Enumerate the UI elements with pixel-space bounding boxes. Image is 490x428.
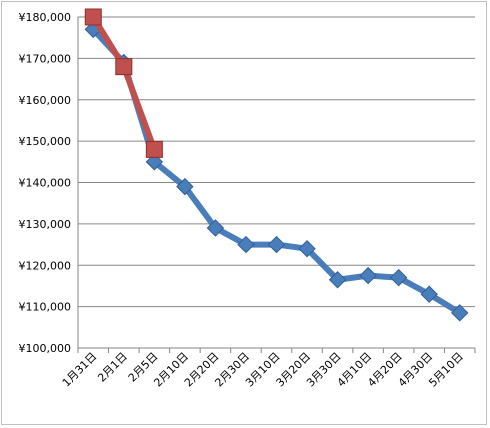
x-tick-label: 5月10日 (426, 350, 466, 390)
data-point-diamond (206, 219, 225, 237)
data-point-square (84, 8, 102, 26)
y-tick-label: ¥180,000 (19, 11, 72, 24)
x-tick-label: 1月31日 (60, 350, 100, 390)
y-tick-label: ¥120,000 (19, 259, 72, 272)
y-tick-label: ¥150,000 (19, 135, 72, 148)
data-point-square (115, 58, 133, 76)
y-tick-label: ¥160,000 (19, 94, 72, 107)
data-point-diamond (267, 235, 286, 254)
y-tick-label: ¥110,000 (19, 301, 72, 314)
data-point-diamond (359, 266, 377, 285)
data-point-diamond (420, 285, 438, 303)
data-point-square (145, 140, 163, 158)
y-tick-label: ¥130,000 (19, 218, 72, 231)
data-point-diamond (451, 304, 469, 322)
y-tick-label: ¥140,000 (19, 177, 72, 190)
data-point-diamond (176, 177, 194, 196)
data-point-diamond (237, 235, 255, 254)
series-line-blue (90, 26, 463, 316)
series-line-red (90, 14, 158, 153)
data-point-diamond (298, 239, 316, 258)
y-tick-label: ¥170,000 (19, 52, 72, 65)
x-tick-label: 2月1日 (95, 350, 130, 385)
data-point-diamond (328, 271, 347, 289)
y-tick-label: ¥100,000 (19, 342, 72, 355)
data-point-diamond (389, 268, 408, 287)
